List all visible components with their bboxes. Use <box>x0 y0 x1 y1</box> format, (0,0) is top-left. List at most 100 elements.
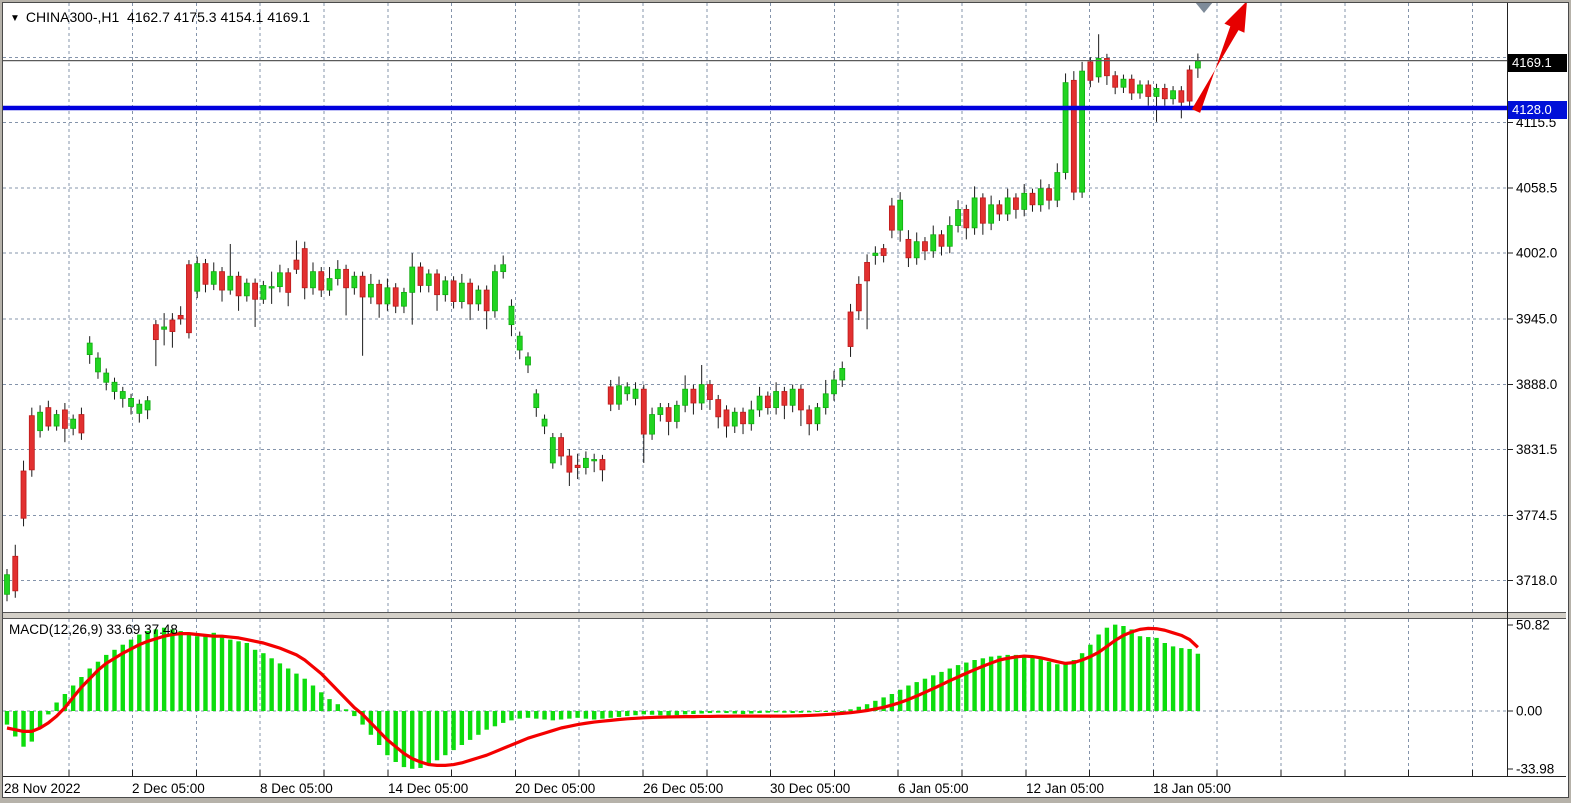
time-axis-label: 6 Jan 05:00 <box>898 781 969 796</box>
macd-histogram-bar <box>62 694 68 711</box>
macd-histogram-bar <box>724 711 729 714</box>
macd-histogram-bar <box>195 636 200 711</box>
macd-histogram-bar <box>608 711 613 718</box>
candle-bullish <box>814 407 821 425</box>
candle-bearish <box>1104 58 1110 77</box>
hline-price-tag[interactable]: 4128.0 <box>1508 101 1567 119</box>
macd-histogram-bar <box>443 711 448 756</box>
macd-histogram-bar <box>492 711 498 727</box>
candle-bearish <box>1128 78 1135 94</box>
macd-histogram-bar <box>269 658 274 711</box>
candle-bullish <box>698 384 705 404</box>
macd-histogram-bar <box>21 711 26 747</box>
macd-histogram-bar <box>1046 661 1052 711</box>
candle-bullish <box>731 411 738 427</box>
time-axis-label: 28 Nov 2022 <box>4 781 81 796</box>
ohlc-readout: 4162.7 4175.3 4154.1 4169.1 <box>119 9 311 25</box>
candle-bearish <box>78 414 85 434</box>
candle-bullish <box>946 225 953 247</box>
macd-histogram-bar <box>517 711 522 719</box>
macd-histogram-bar <box>360 711 365 725</box>
candle-bullish <box>1170 90 1176 100</box>
price-chart-canvas[interactable]: 4115.54058.54002.03945.03888.03831.53774… <box>3 3 1568 797</box>
macd-histogram-bar <box>534 711 539 719</box>
pane-separator[interactable] <box>3 613 1566 618</box>
down-triangle-marker[interactable] <box>1195 3 1213 13</box>
macd-histogram-bar <box>54 702 59 711</box>
macd-histogram-bar <box>1129 629 1134 711</box>
macd-histogram-bar <box>1038 658 1043 711</box>
macd-histogram-bar <box>335 704 340 711</box>
chart-title: ▼ CHINA300-,H1 4162.7 4175.3 4154.1 4169.… <box>10 9 310 25</box>
candle-bearish <box>434 273 440 296</box>
macd-histogram-bar <box>120 644 125 711</box>
macd-histogram-bar <box>426 711 431 766</box>
candle-bullish <box>673 404 680 422</box>
candle-bullish <box>442 280 449 296</box>
macd-histogram-bar <box>649 711 655 715</box>
macd-histogram-bar <box>1005 654 1010 711</box>
candle-bearish <box>1161 88 1168 100</box>
candle-bearish <box>1112 75 1119 88</box>
macd-histogram-bar <box>186 632 192 711</box>
macd-histogram-bar <box>699 711 704 714</box>
candle-bullish <box>591 459 598 462</box>
time-axis[interactable]: 28 Nov 2022 2 Dec 05:00 8 Dec 05:00 14 Dec … <box>4 770 1473 796</box>
price-axis[interactable]: 4115.54058.54002.03945.03888.03831.53774… <box>1507 56 1557 777</box>
macd-histogram-bar <box>1137 636 1143 711</box>
time-axis-label: 8 Dec 05:00 <box>260 781 333 796</box>
candle-bearish <box>169 319 176 332</box>
macd-histogram-bar <box>29 711 35 742</box>
macd-histogram-bar <box>773 711 779 713</box>
macd-histogram-bar <box>815 711 820 713</box>
macd-histogram-bar <box>451 711 456 751</box>
macd-histogram-bar <box>501 711 506 723</box>
candles[interactable] <box>4 34 1201 602</box>
time-axis-label: 14 Dec 05:00 <box>388 781 468 796</box>
candle-bearish <box>723 409 730 427</box>
macd-histogram-bar <box>37 711 43 728</box>
price-axis-label: 3831.5 <box>1516 442 1557 457</box>
macd-histogram-bar <box>145 631 150 711</box>
candle-bearish <box>690 388 697 404</box>
macd-histogram-bar <box>343 709 349 711</box>
candle-bearish <box>888 205 895 231</box>
candle-bearish <box>905 238 912 259</box>
macd-histogram-bar <box>484 711 489 730</box>
macd-histogram-bar <box>418 711 423 768</box>
candle-bearish <box>359 275 366 298</box>
macd-plot[interactable] <box>4 624 1201 769</box>
candle-bearish <box>574 464 581 468</box>
candle-bullish <box>475 289 482 305</box>
trend-arrow-up[interactable] <box>1191 3 1247 113</box>
candle-bearish <box>392 287 399 307</box>
macd-histogram-bar <box>385 711 390 756</box>
macd-histogram-bar <box>1112 624 1118 711</box>
macd-histogram-bar <box>401 711 407 768</box>
candle-bullish <box>541 418 548 427</box>
candle-bullish <box>53 414 60 427</box>
macd-histogram-bar <box>1071 660 1077 711</box>
macd-signal-line <box>6 626 1199 768</box>
candle-bullish <box>1095 58 1102 78</box>
macd-histogram-bar <box>244 643 250 711</box>
macd-histogram-bar <box>1162 643 1167 711</box>
macd-histogram-bar <box>79 677 84 711</box>
macd-histogram-bar <box>823 711 828 712</box>
candle-bullish <box>351 275 358 289</box>
macd-histogram-bar <box>955 665 961 711</box>
macd-histogram-bar <box>1079 653 1085 711</box>
candle-bearish <box>806 409 813 425</box>
macd-histogram-bar <box>310 685 316 711</box>
time-axis-label: 20 Dec 05:00 <box>515 781 595 796</box>
candle-bearish <box>979 197 986 224</box>
macd-histogram-bar <box>13 711 18 737</box>
macd-histogram-bar <box>137 634 142 711</box>
candle-bullish <box>1004 197 1011 215</box>
candle-bearish <box>922 241 928 252</box>
symbol-dropdown-icon[interactable]: ▼ <box>10 13 20 24</box>
candle-bullish <box>508 305 515 326</box>
candle-bullish <box>773 391 780 409</box>
candle-bullish <box>1137 84 1143 94</box>
macd-histogram-bar <box>972 660 977 711</box>
